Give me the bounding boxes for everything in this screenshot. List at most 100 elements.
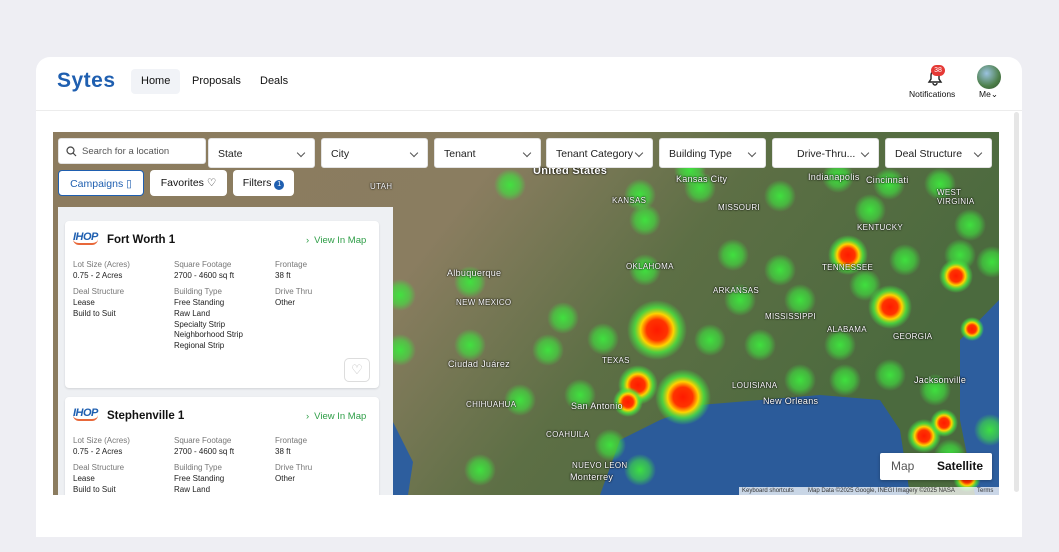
field-label: Square Footage [174, 436, 232, 445]
link-label: View In Map [314, 411, 367, 422]
brand-logo: IHOP [73, 231, 98, 245]
heat-spot [889, 244, 921, 276]
listing-card[interactable]: IHOP Stephenville 1 › View In Map Lot Size (… [65, 397, 379, 495]
brand-logo: IHOP [73, 407, 98, 421]
heat-spot [724, 284, 756, 316]
heat-spot [868, 285, 912, 329]
logo[interactable]: Sytes [57, 69, 116, 92]
listing-panel: IHOP Fort Worth 1 › View In Map Lot Size (Ac… [58, 207, 393, 495]
field-value: Lease [73, 298, 95, 307]
map-label: KENTUCKY [857, 223, 903, 232]
map-label: UTAH [370, 182, 393, 191]
heat-spot [717, 239, 749, 271]
notifications-label[interactable]: Notifications [909, 89, 956, 99]
filter-dropdown[interactable]: Tenant Category [546, 138, 653, 168]
map-label: New Orleans [763, 396, 819, 406]
map-label: Indianapolis [808, 172, 860, 182]
heat-spot [627, 300, 687, 360]
user-label[interactable]: Me⌄ [979, 89, 998, 99]
heat-spot [587, 323, 619, 355]
map-label: MISSOURI [718, 203, 760, 212]
header-divider [36, 110, 1022, 111]
filter-dropdown[interactable]: Drive-Thru... [772, 138, 879, 168]
heat-spot [784, 284, 816, 316]
button-label: Campaigns [70, 178, 124, 190]
heat-spot [504, 384, 536, 416]
map-label: Kansas City [676, 174, 728, 184]
field-label: Frontage [275, 436, 308, 445]
filter-dropdown[interactable]: State [208, 138, 315, 168]
heat-spot [919, 374, 951, 406]
map-label: ARKANSAS [713, 286, 759, 295]
pacific [393, 422, 413, 495]
atlantic [960, 300, 999, 495]
field-value: 38 ft [275, 447, 291, 456]
map-label: NUEVO LEON [572, 461, 628, 470]
button-label: Filters [242, 177, 272, 189]
heat-spot [849, 269, 881, 301]
field-label: Lot Size (Acres) [73, 436, 130, 445]
field-value: Other [275, 298, 296, 307]
link-label: View In Map [314, 235, 367, 246]
field-label: Building Type [174, 287, 222, 296]
satellite-toggle[interactable]: Satellite [937, 459, 984, 473]
field-label: Lot Size (Acres) [73, 260, 130, 269]
attribution-bar: Keyboard shortcuts Map Data ©2025 Google… [739, 487, 999, 495]
nav-item[interactable]: Deals [260, 75, 289, 87]
map-label: CHIHUAHUA [466, 400, 517, 409]
campaigns-button[interactable]: Campaigns ▯ [58, 170, 144, 196]
heat-spot [655, 369, 711, 425]
view-in-map-link[interactable]: › View In Map [306, 235, 366, 246]
listing-card[interactable]: IHOP Fort Worth 1 › View In Map Lot Size (Ac… [65, 221, 379, 388]
map-label: OKLAHOMA [626, 262, 674, 271]
avatar[interactable] [977, 65, 1001, 89]
field-label: Building Type [174, 463, 222, 472]
map-label: COAHUILA [546, 430, 590, 439]
heat-spot [960, 317, 984, 341]
heat-spot [532, 334, 564, 366]
map-label: Albuquerque [447, 268, 502, 278]
heat-spot [954, 209, 986, 241]
map-toggle[interactable]: Map [891, 459, 915, 473]
filter-dropdown[interactable]: Tenant [434, 138, 541, 168]
heat-spot [594, 429, 626, 461]
filter-label: Tenant [444, 148, 476, 160]
favorites-button[interactable]: Favorites ♡ [150, 170, 227, 196]
field-value: 0.75 - 2 Acres [73, 271, 123, 280]
map-label: GEORGIA [893, 332, 933, 341]
search-box[interactable]: Search for a location [58, 138, 206, 164]
filter-label: Tenant Category [556, 148, 634, 160]
heat-spot [784, 364, 816, 396]
field-value: Raw Land [174, 484, 211, 494]
heat-spot [824, 329, 856, 361]
favorite-button[interactable]: ♡ [344, 358, 370, 382]
field-value: Free Standing [174, 474, 225, 483]
view-in-map-link[interactable]: › View In Map [306, 411, 366, 422]
map-label: ALABAMA [827, 325, 867, 334]
keyboard-shortcuts[interactable]: Keyboard shortcuts [742, 488, 794, 494]
map-label: KANSAS [612, 196, 647, 205]
heat-spot [764, 180, 796, 212]
field-value: Regional Strip [174, 341, 225, 351]
terms[interactable]: Terms [977, 488, 994, 494]
map-label: NEW MEXICO [456, 298, 512, 307]
field-value: Build to Suit [73, 308, 116, 318]
filter-dropdown[interactable]: City [321, 138, 428, 168]
nav-item[interactable]: Home [131, 69, 181, 94]
field-value: Free Standing [174, 298, 225, 307]
heat-spot [494, 169, 526, 201]
field-value: Neighborhood Strip [174, 330, 243, 340]
filter-dropdown[interactable]: Building Type [659, 138, 766, 168]
heat-spot [939, 259, 973, 293]
map-label: WEST [937, 188, 962, 197]
field-value: 2700 - 4600 sq ft [174, 447, 235, 456]
map-label: VIRGINIA [937, 197, 975, 206]
filter-dropdown[interactable]: Deal Structure [885, 138, 992, 168]
filter-label: Deal Structure [895, 148, 963, 160]
listing-title: Fort Worth 1 [107, 234, 176, 246]
user-name: Me [979, 89, 991, 99]
filters-button[interactable]: Filters 1 [233, 170, 294, 196]
nav-item[interactable]: Proposals [192, 75, 241, 87]
heat-spot [624, 454, 656, 486]
heat-spot [873, 168, 905, 200]
